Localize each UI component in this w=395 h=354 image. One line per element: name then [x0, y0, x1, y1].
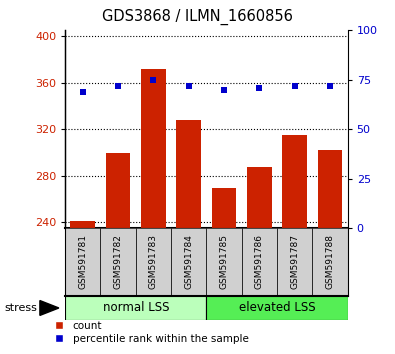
Text: GSM591784: GSM591784: [184, 234, 193, 289]
Bar: [106, 153, 130, 354]
Text: GSM591787: GSM591787: [290, 234, 299, 289]
Text: GSM591785: GSM591785: [220, 234, 229, 289]
Bar: [100, 228, 136, 296]
Bar: [65, 228, 100, 296]
Bar: [242, 228, 277, 296]
Legend: count, percentile rank within the sample: count, percentile rank within the sample: [45, 316, 253, 348]
Bar: [70, 221, 95, 354]
Bar: [136, 228, 171, 296]
Text: GSM591783: GSM591783: [149, 234, 158, 289]
Bar: [312, 228, 348, 296]
Text: GSM591788: GSM591788: [325, 234, 335, 289]
Text: GDS3868 / ILMN_1660856: GDS3868 / ILMN_1660856: [102, 9, 293, 25]
Bar: [177, 120, 201, 354]
Bar: [206, 296, 348, 320]
Text: elevated LSS: elevated LSS: [239, 302, 315, 314]
Bar: [212, 188, 236, 354]
Polygon shape: [40, 301, 59, 315]
Text: normal LSS: normal LSS: [103, 302, 169, 314]
Bar: [282, 135, 307, 354]
Bar: [141, 69, 166, 354]
Text: GSM591781: GSM591781: [78, 234, 87, 289]
Text: stress: stress: [4, 303, 37, 313]
Text: GSM591786: GSM591786: [255, 234, 264, 289]
Bar: [247, 166, 272, 354]
Bar: [65, 296, 206, 320]
Bar: [318, 150, 342, 354]
Text: GSM591782: GSM591782: [114, 234, 122, 289]
Bar: [277, 228, 312, 296]
Bar: [206, 228, 242, 296]
Bar: [171, 228, 206, 296]
